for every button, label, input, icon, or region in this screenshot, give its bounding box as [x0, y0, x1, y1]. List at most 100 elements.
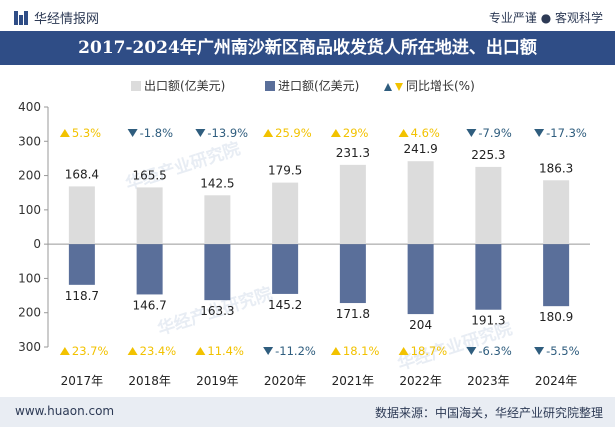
- export-growth-label: 4.6%: [411, 126, 440, 140]
- export-bar[interactable]: [136, 187, 163, 245]
- export-bar[interactable]: [68, 186, 95, 245]
- import-growth-label: -6.3%: [478, 344, 511, 358]
- export-value-label: 186.3: [539, 161, 573, 175]
- export-bar[interactable]: [407, 161, 434, 245]
- x-tick-label: 2021年: [332, 374, 375, 388]
- down-triangle-icon: [466, 347, 477, 355]
- down-triangle-icon: [195, 129, 206, 137]
- y-tick-label: 100: [18, 203, 41, 217]
- up-triangle-icon: [263, 129, 274, 137]
- import-value-label: 118.7: [65, 289, 99, 303]
- up-triangle-icon: [398, 129, 409, 137]
- import-growth-label: 18.7%: [411, 344, 448, 358]
- import-value-label: 180.9: [539, 310, 573, 324]
- x-tick-label: 2017年: [61, 374, 104, 388]
- export-value-label: 168.4: [65, 167, 99, 181]
- footer: www.huaon.com 数据来源：中国海关，华经产业研究院整理: [0, 397, 615, 427]
- x-tick-label: 2019年: [196, 374, 239, 388]
- chart-legend: 出口额(亿美元) 进口额(亿美元) 同比增长(%): [131, 78, 475, 93]
- export-bar[interactable]: [543, 180, 570, 245]
- down-triangle-icon: [263, 347, 274, 355]
- import-bar[interactable]: [272, 244, 299, 294]
- y-tick-label: 200: [18, 169, 41, 183]
- export-growth-label: -17.3%: [546, 126, 587, 140]
- export-bar[interactable]: [475, 166, 502, 245]
- down-triangle-icon: [534, 347, 545, 355]
- up-triangle-icon: [195, 347, 206, 355]
- export-bar[interactable]: [204, 195, 231, 245]
- import-bar[interactable]: [407, 244, 434, 315]
- legend-growth-label: 同比增长(%): [406, 79, 475, 93]
- down-triangle-icon: [466, 129, 477, 137]
- down-triangle-icon: [127, 129, 138, 137]
- up-triangle-icon: [398, 347, 409, 355]
- import-value-label: 191.3: [471, 314, 505, 328]
- legend-import-swatch: [265, 81, 275, 91]
- export-growth-label: 29%: [343, 126, 369, 140]
- import-bar[interactable]: [475, 244, 502, 310]
- import-bar[interactable]: [543, 244, 570, 307]
- x-axis: 2017年 2018年 2019年 2020年 2021年 2022年 2023年 2024年: [61, 374, 578, 388]
- y-tick-label: 100: [18, 271, 41, 285]
- import-value-label: 204: [409, 318, 432, 332]
- export-bar[interactable]: [272, 182, 299, 245]
- down-triangle-icon: [534, 129, 545, 137]
- y-tick-label: 0: [33, 237, 41, 251]
- import-bar[interactable]: [339, 244, 366, 304]
- import-growth-label: 23.7%: [72, 344, 109, 358]
- up-triangle-icon: [59, 129, 70, 137]
- export-value-label: 241.9: [403, 142, 437, 156]
- export-value-label: 231.3: [336, 146, 370, 160]
- up-triangle-icon: [127, 347, 138, 355]
- x-tick-label: 2020年: [264, 374, 307, 388]
- export-growth-label: 25.9%: [275, 126, 312, 140]
- bars: [68, 161, 570, 315]
- up-triangle-icon: [330, 129, 341, 137]
- export-value-label: 142.5: [200, 176, 234, 190]
- data-source: 数据来源：中国海关，华经产业研究院整理: [374, 406, 603, 420]
- export-growth-label: -7.9%: [478, 126, 511, 140]
- import-value-label: 171.8: [336, 307, 370, 321]
- export-value-label: 179.5: [268, 164, 302, 178]
- legend-export-label: 出口额(亿美元): [144, 78, 225, 93]
- y-tick-label: 200: [18, 306, 41, 320]
- export-value-label: 225.3: [471, 148, 505, 162]
- brand-name: 华经情报网: [34, 12, 100, 27]
- import-growth-label: 18.1%: [343, 344, 380, 358]
- import-value-label: 146.7: [132, 298, 166, 312]
- x-tick-label: 2018年: [128, 374, 171, 388]
- export-growth-label: -13.9%: [207, 126, 248, 140]
- x-tick-label: 2023年: [467, 374, 510, 388]
- x-tick-label: 2024年: [535, 374, 578, 388]
- import-value-label: 145.2: [268, 298, 302, 312]
- import-growth-label: 11.4%: [207, 344, 244, 358]
- import-bar[interactable]: [136, 244, 163, 295]
- export-growth-label: -1.8%: [140, 126, 173, 140]
- y-tick-label: 300: [18, 340, 41, 354]
- import-growth-label: -5.5%: [546, 344, 579, 358]
- legend-up-triangle-icon: [384, 83, 392, 91]
- website-link[interactable]: www.huaon.com: [15, 404, 115, 418]
- chart-title: 2017-2024年广州南沙新区商品收发货人所在地进、出口额: [0, 31, 615, 65]
- up-triangle-icon: [59, 347, 70, 355]
- brand-logo-icon: [14, 10, 28, 25]
- chart-area: 出口额(亿美元) 进口额(亿美元) 同比增长(%) 华经产业研究院华经产业研究院华经…: [18, 78, 590, 388]
- export-bar[interactable]: [339, 164, 366, 245]
- data-labels: 168.4 118.7 165.5 146.7 142.5 163.3 179.5 145.2…: [65, 142, 574, 332]
- import-bar[interactable]: [204, 244, 231, 301]
- import-growth-label: -11.2%: [275, 344, 316, 358]
- import-growth-label: 23.4%: [140, 344, 177, 358]
- legend-export-swatch: [131, 81, 141, 91]
- legend-import-label: 进口额(亿美元): [278, 78, 359, 93]
- export-value-label: 165.5: [132, 168, 166, 182]
- top-bar: 华经情报网 专业严谨 ● 客观科学: [0, 0, 615, 30]
- legend-down-triangle-icon: [395, 83, 403, 91]
- import-value-label: 163.3: [200, 304, 234, 318]
- x-tick-label: 2022年: [399, 374, 442, 388]
- y-tick-label: 400: [18, 100, 41, 114]
- growth-labels: 5.3% 23.7% -1.8% 23.4% -13.9% 11.4% 25.9% -11.2…: [59, 126, 587, 358]
- brand[interactable]: 华经情报网: [14, 8, 99, 27]
- y-tick-label: 300: [18, 134, 41, 148]
- import-bar[interactable]: [68, 244, 95, 285]
